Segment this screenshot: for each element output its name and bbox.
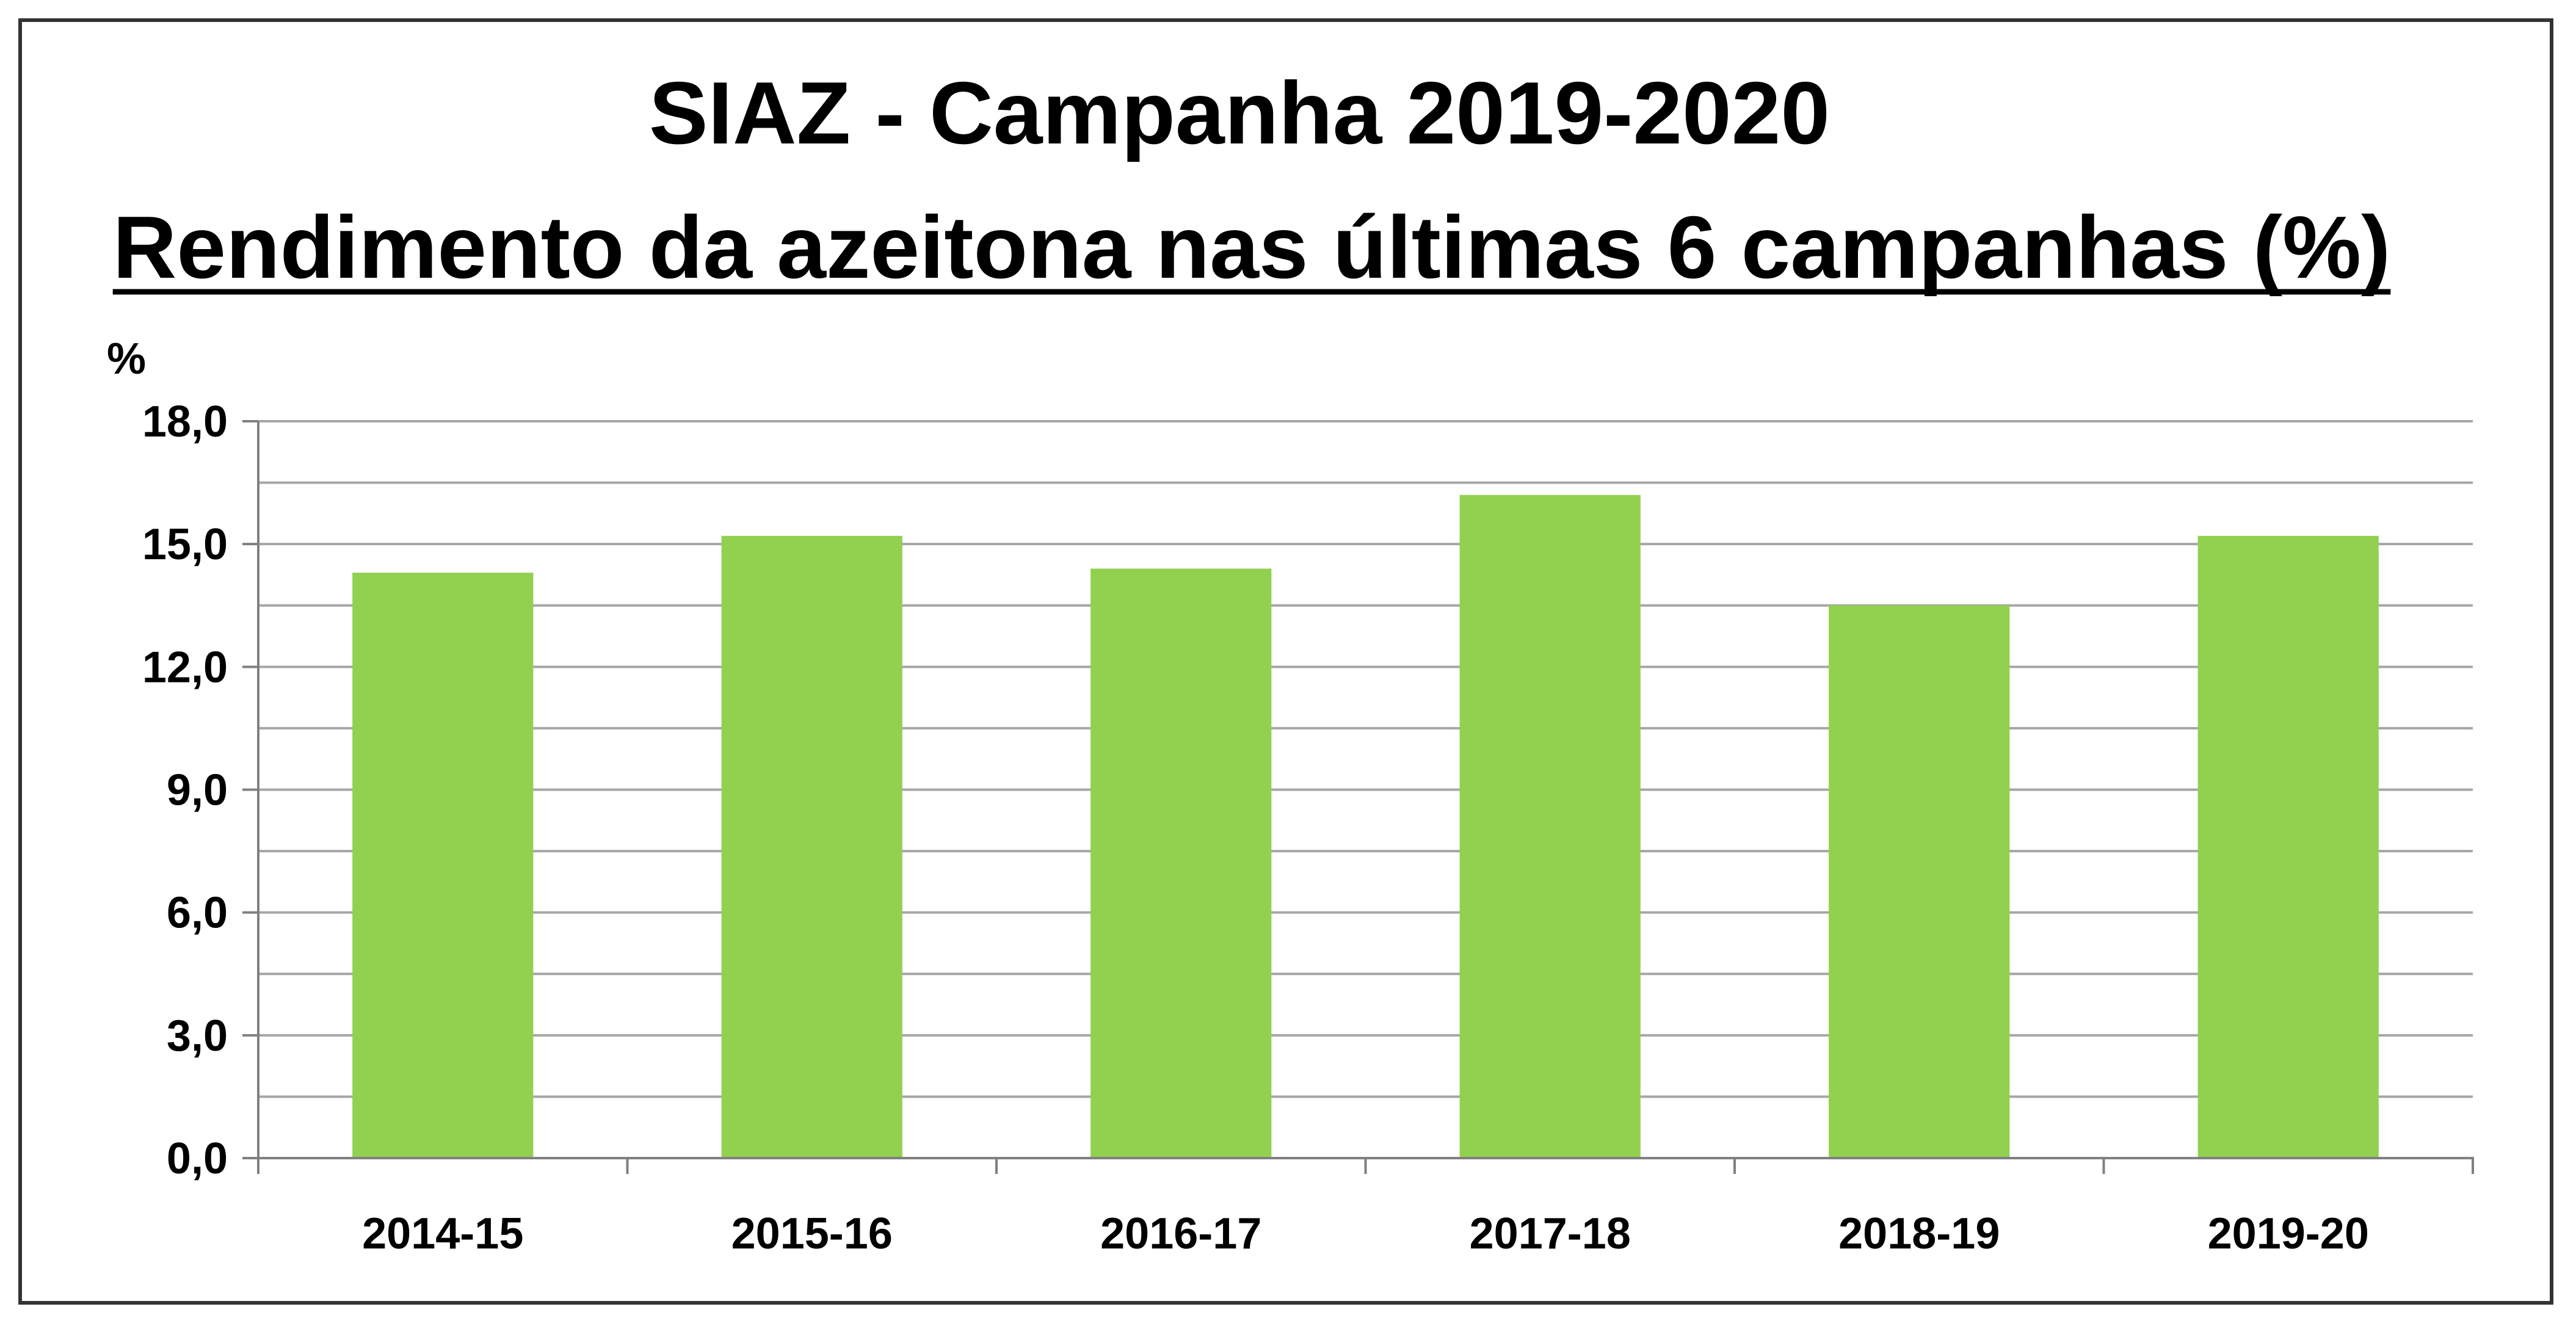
- y-tick-label: 12,0: [142, 643, 228, 692]
- bar-2017-18: [1459, 495, 1641, 1159]
- y-axis-unit-label: %: [107, 335, 146, 383]
- grid-lines: [258, 420, 2473, 1098]
- y-tick-label: 6,0: [167, 889, 228, 938]
- x-tick-labels: 2014-15 2015-16 2016-17 2017-18 2018-19 2019-…: [362, 1209, 2369, 1258]
- y-tick-label: 0,0: [167, 1134, 228, 1183]
- x-tick-label: 2018-19: [1838, 1209, 2000, 1258]
- bar-2016-17: [1090, 568, 1272, 1158]
- x-tick-label: 2019-20: [2208, 1209, 2369, 1258]
- y-tick-label: 3,0: [167, 1012, 228, 1060]
- bars: [352, 495, 2379, 1159]
- axes: [242, 420, 2474, 1174]
- chart-subtitle: Rendimento da azeitona nas últimas 6 cam…: [113, 198, 2391, 297]
- y-tick-labels: 0,0 3,0 6,0 9,0 12,0 15,0 18,0: [142, 397, 228, 1183]
- bar-2015-16: [721, 535, 902, 1158]
- x-tick-label: 2017-18: [1470, 1209, 1631, 1258]
- y-tick-label: 18,0: [142, 397, 228, 446]
- chart-title: SIAZ - Campanha 2019-2020: [649, 63, 1830, 162]
- y-tick-label: 9,0: [167, 766, 228, 815]
- x-tick-label: 2016-17: [1100, 1209, 1261, 1258]
- x-tick-label: 2015-16: [731, 1209, 893, 1258]
- y-tick-label: 15,0: [142, 520, 228, 569]
- x-tick-label: 2014-15: [362, 1209, 523, 1258]
- bar-2014-15: [352, 573, 534, 1158]
- bar-2019-20: [2197, 535, 2379, 1158]
- bar-2018-19: [1829, 605, 2010, 1158]
